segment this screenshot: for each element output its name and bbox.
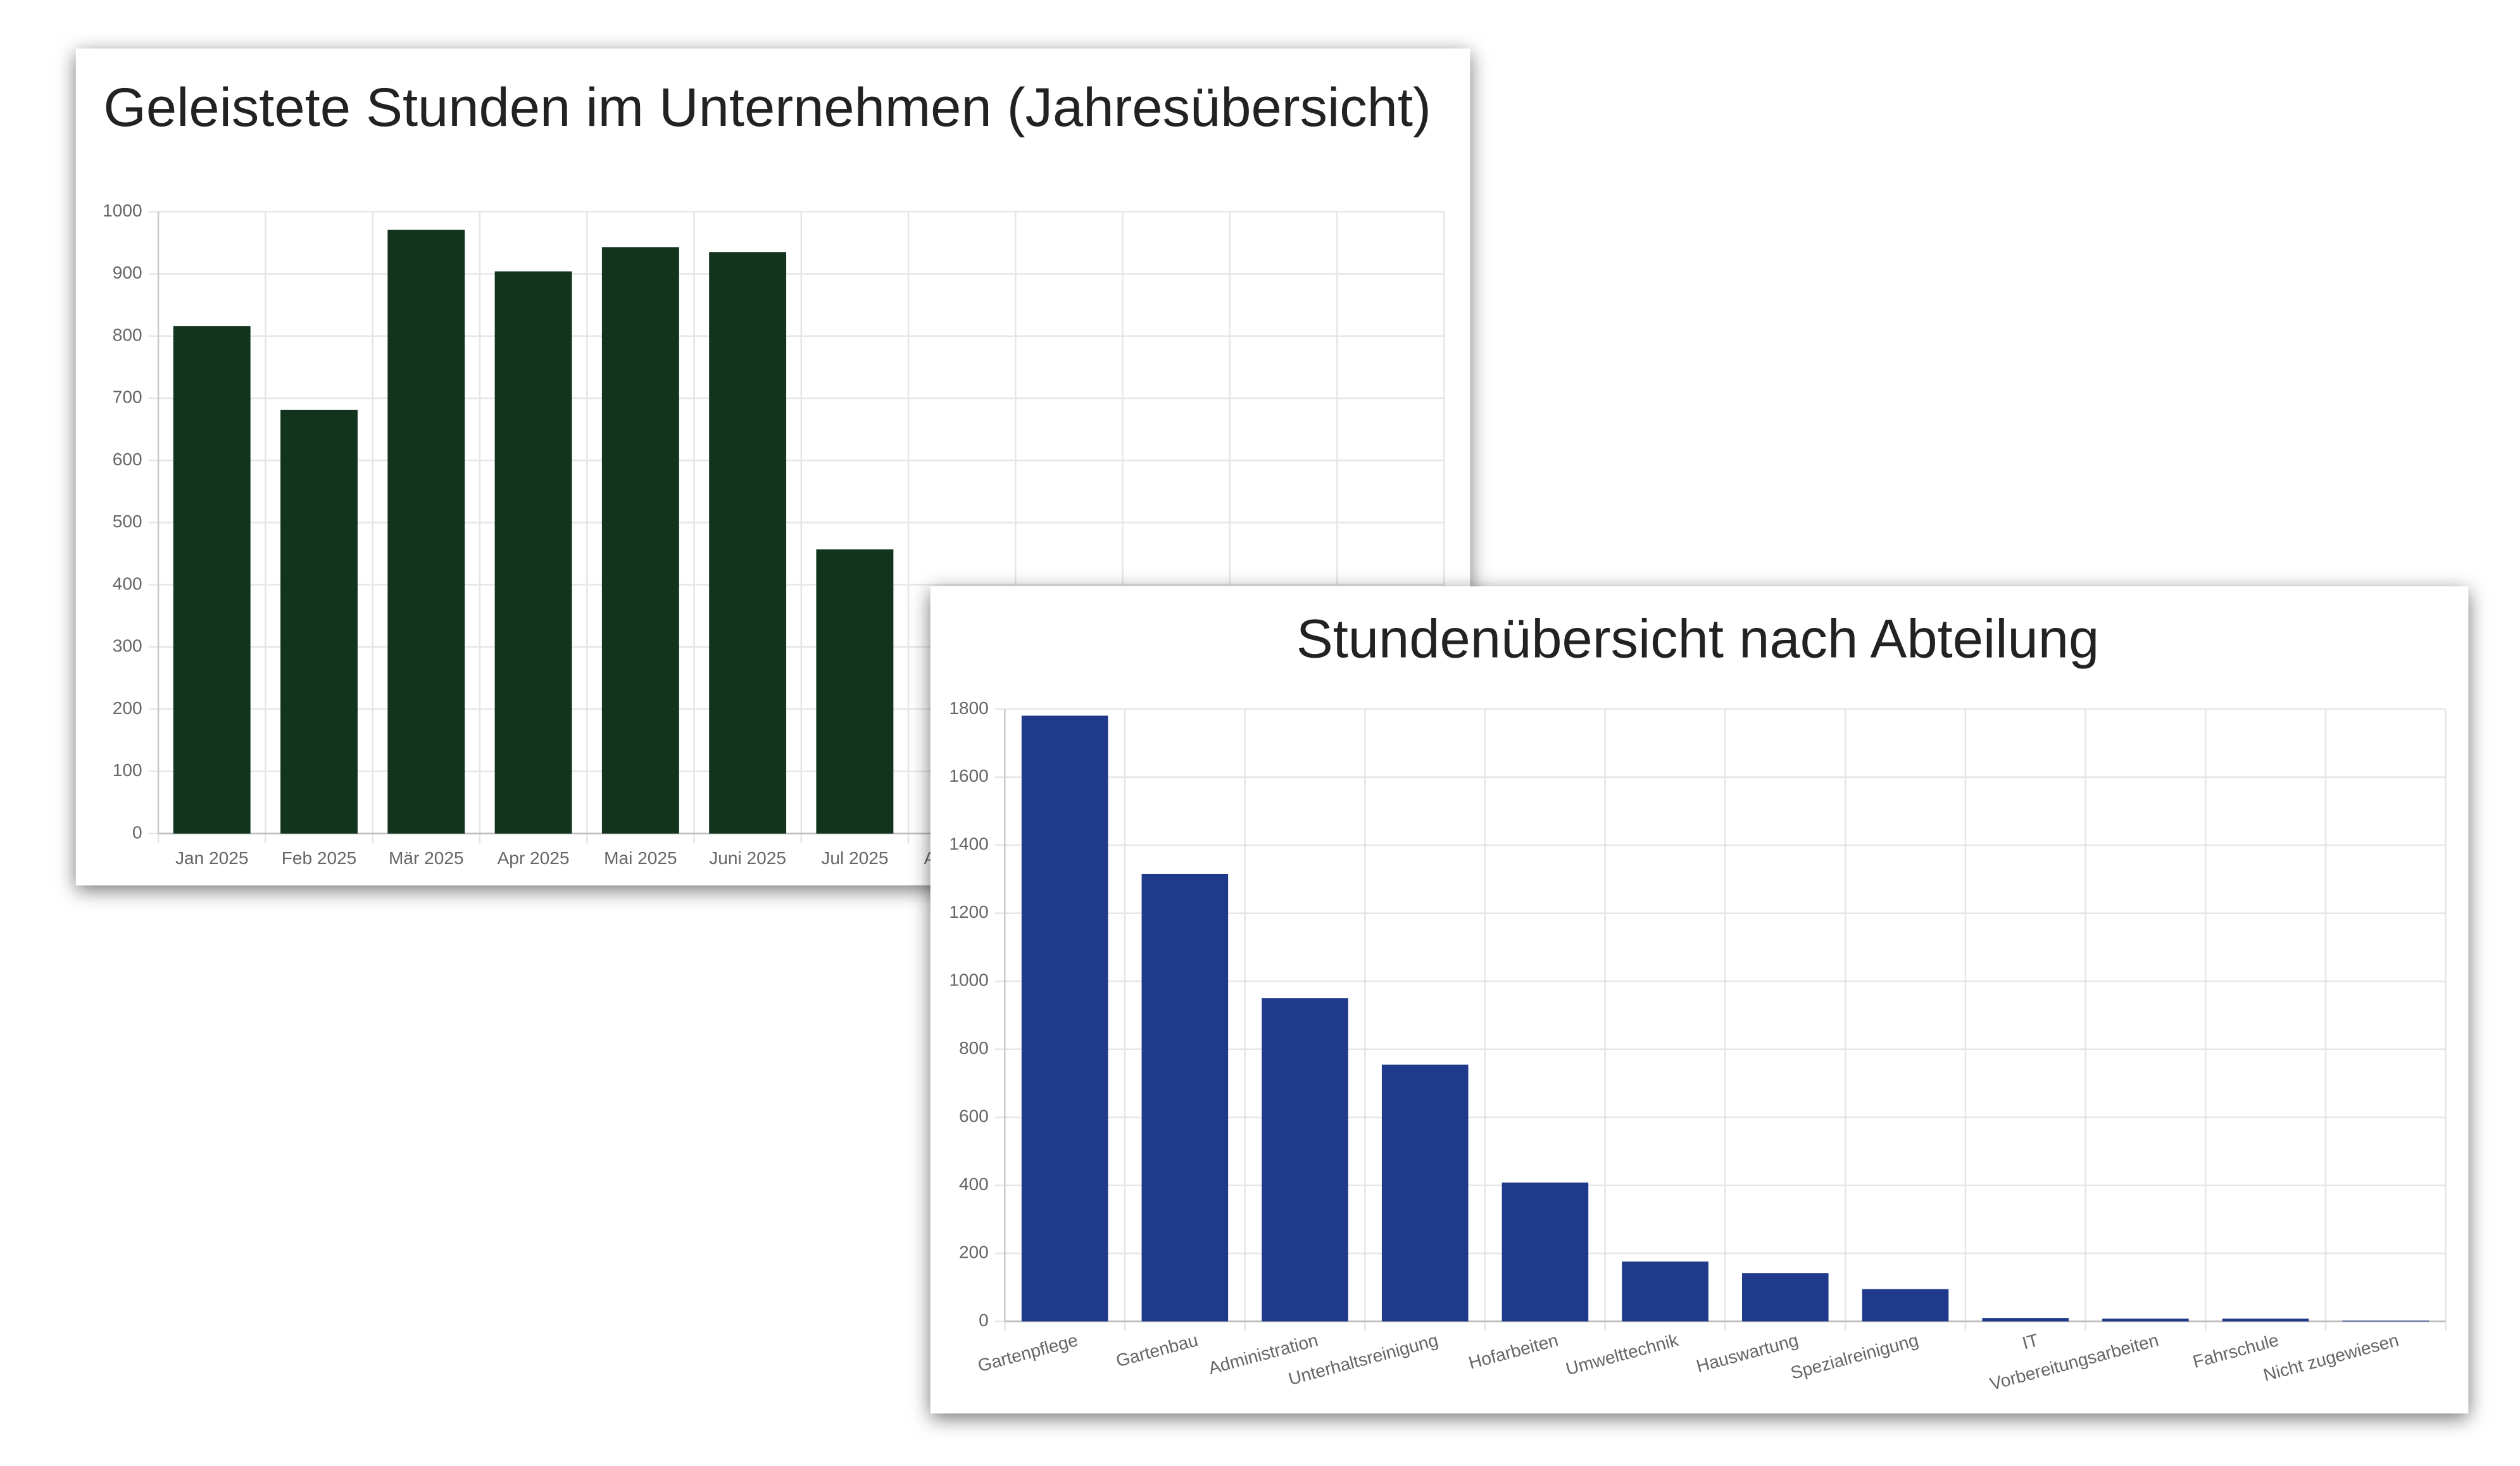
chart-card: Geleistete Stunden im Unternehmen (Jahre… [75, 48, 1470, 886]
bar [1501, 1182, 1589, 1322]
y-tick-label: 400 [113, 573, 142, 593]
y-tick-label: 100 [113, 760, 142, 780]
y-tick-label: 1000 [949, 970, 988, 990]
y-tick-label: 200 [959, 1242, 989, 1262]
bar [280, 410, 358, 834]
x-tick-label: Jul 2025 [821, 848, 888, 868]
y-tick-label: 1200 [949, 902, 988, 922]
chart-title: Stundenübersicht nach Abteilung [1296, 608, 2099, 670]
y-tick-label: 700 [113, 387, 142, 407]
y-tick-label: 600 [959, 1106, 989, 1126]
y-tick-label: 300 [113, 636, 142, 656]
bar [173, 326, 251, 834]
y-tick-label: 800 [959, 1038, 989, 1058]
chart-title: Geleistete Stunden im Unternehmen (Jahre… [103, 77, 1431, 138]
bar [1742, 1273, 1829, 1322]
y-tick-label: 0 [132, 822, 142, 842]
bar [1262, 998, 1348, 1322]
bar [387, 229, 465, 834]
bar [601, 247, 679, 834]
x-tick-label: Feb 2025 [282, 848, 357, 868]
y-tick-label: 600 [113, 449, 142, 469]
y-tick-label: 1800 [949, 698, 988, 718]
y-tick-label: 900 [113, 263, 142, 282]
bar [1982, 1318, 2069, 1322]
bar [2102, 1319, 2189, 1322]
x-tick-label: Mai 2025 [604, 848, 677, 868]
bar [709, 252, 787, 834]
x-tick-label: Mär 2025 [389, 848, 464, 868]
y-tick-label: 400 [959, 1174, 989, 1194]
x-tick-label: Apr 2025 [498, 848, 570, 868]
y-tick-label: 800 [113, 325, 142, 344]
y-tick-label: 1600 [949, 766, 988, 786]
bar [1862, 1289, 1949, 1322]
chart-card: Stundenübersicht nach Abteilung 0 200 400 6… [930, 586, 2469, 1413]
bar [1021, 715, 1108, 1322]
y-tick-label: 200 [113, 698, 142, 718]
bar [2222, 1319, 2309, 1322]
x-tick-label: Juni 2025 [709, 848, 786, 868]
y-tick-label: 500 [113, 511, 142, 531]
bar [1141, 874, 1229, 1322]
y-tick-label: 0 [979, 1310, 989, 1330]
y-tick-label: 1400 [949, 834, 988, 854]
bar [2342, 1320, 2429, 1322]
bar [816, 549, 894, 834]
bar [1622, 1261, 1708, 1322]
bar [1381, 1064, 1469, 1322]
y-tick-label: 1000 [103, 201, 142, 220]
x-tick-label: Jan 2025 [175, 848, 248, 868]
bar [494, 271, 572, 834]
